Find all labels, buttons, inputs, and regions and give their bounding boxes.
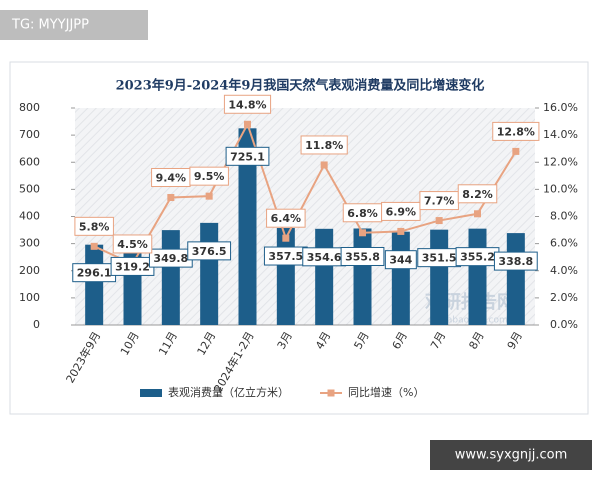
bar-value-label: 296.1 (77, 267, 112, 280)
bar-value-label-box (187, 241, 232, 261)
line-value-label: 9.4% (156, 172, 187, 185)
y2-tick-label: 16.0% (543, 101, 578, 114)
line-value-label: 6.4% (271, 212, 302, 225)
watermark-site: chinabaogao.com (428, 316, 508, 326)
line-value-label: 7.7% (424, 195, 455, 208)
bar-value-label-box (493, 251, 538, 271)
bar (85, 244, 104, 325)
bar (391, 231, 410, 325)
y2-tick-label: 8.0% (550, 210, 578, 223)
line-marker (167, 194, 175, 202)
line-value-label: 12.8% (497, 125, 535, 138)
line-marker (435, 217, 443, 225)
tag-box (0, 10, 148, 40)
line-value-label: 11.8% (305, 139, 343, 152)
y2-tick-label: 4.0% (550, 264, 578, 277)
bar-value-label: 319.2 (115, 260, 150, 273)
bar (430, 229, 449, 325)
y-tick-label: 300 (19, 237, 40, 250)
y2-tick-label: 2.0% (550, 291, 578, 304)
line-value-label-box (300, 135, 348, 155)
line-marker (359, 229, 366, 237)
bar-value-label: 355.2 (460, 251, 495, 264)
line-value-label: 14.8% (228, 98, 266, 111)
bar-value-label-box (225, 146, 270, 166)
bar-value-label: 349.8 (153, 252, 188, 265)
bar (468, 228, 487, 325)
legend-swatch (327, 389, 335, 397)
legend-swatch (140, 389, 162, 397)
line-value-label: 6.9% (386, 205, 417, 218)
line-value-label-box (74, 216, 114, 236)
line-value-label-box (189, 166, 229, 186)
legend-label: 同比增速（%） (348, 385, 424, 399)
line-value-label: 9.5% (194, 170, 225, 183)
y-tick-label: 500 (19, 182, 40, 195)
bar-value-label: 351.5 (422, 252, 457, 265)
line-marker (320, 161, 328, 169)
y2-tick-label: 6.0% (550, 237, 578, 250)
bar (238, 128, 257, 325)
line-value-label-box (492, 121, 540, 141)
bar (161, 230, 180, 325)
bar (200, 222, 219, 325)
y2-tick-label: 0.0% (550, 318, 578, 331)
line-marker (512, 147, 520, 155)
line-marker (90, 242, 98, 250)
line-value-label-box (381, 201, 421, 221)
y-tick-label: 600 (19, 155, 40, 168)
bar-value-label: 725.1 (230, 150, 265, 163)
bar-value-label: 344 (389, 254, 412, 267)
line-marker (282, 234, 290, 242)
tag-label: TG: MYYJJPP (11, 18, 89, 33)
line-value-label: 6.8% (347, 207, 378, 220)
y-tick-label: 400 (19, 210, 40, 223)
line-value-label-box (266, 208, 306, 228)
bar-value-label: 376.5 (192, 245, 227, 258)
y2-tick-label: 14.0% (543, 128, 578, 141)
line-marker (205, 192, 213, 200)
line (93, 121, 517, 266)
y-tick-label: 0 (33, 318, 40, 331)
bar (506, 233, 525, 325)
bar-value-label: 338.8 (498, 255, 533, 268)
bar-value-label-box (384, 250, 417, 270)
bar (276, 228, 295, 325)
y2-tick-label: 12.0% (543, 155, 578, 168)
bar (353, 228, 372, 325)
y2-tick-label: 10.0% (543, 182, 578, 195)
line-value-label-box (457, 184, 498, 204)
line-value-label-box (223, 94, 272, 114)
line-marker (474, 210, 481, 218)
site-label: www.syxgnjj.com (455, 448, 568, 463)
line-value-label: 4.5% (117, 238, 148, 251)
legend-label: 表观消费量（亿立方米） (168, 385, 289, 399)
bar-value-label: 355.8 (345, 250, 380, 263)
line-value-label: 8.2% (462, 188, 493, 201)
y-tick-label: 100 (19, 291, 40, 304)
line-value-label: 5.8% (79, 220, 110, 233)
bar-value-label: 357.5 (268, 250, 303, 263)
chart-title: 2023年9月-2024年9月我国天然气表观消费量及同比增速变化 (116, 78, 485, 94)
line-value-label-box (112, 234, 153, 254)
line-marker (397, 227, 405, 235)
bar (315, 228, 334, 325)
bar-value-label: 354.6 (307, 251, 342, 264)
y-tick-label: 800 (19, 101, 40, 114)
bar-value-label-box (340, 246, 385, 266)
line-marker (244, 120, 251, 128)
y-tick-label: 700 (19, 128, 40, 141)
site-box (430, 440, 592, 470)
y-tick-label: 200 (19, 264, 40, 277)
